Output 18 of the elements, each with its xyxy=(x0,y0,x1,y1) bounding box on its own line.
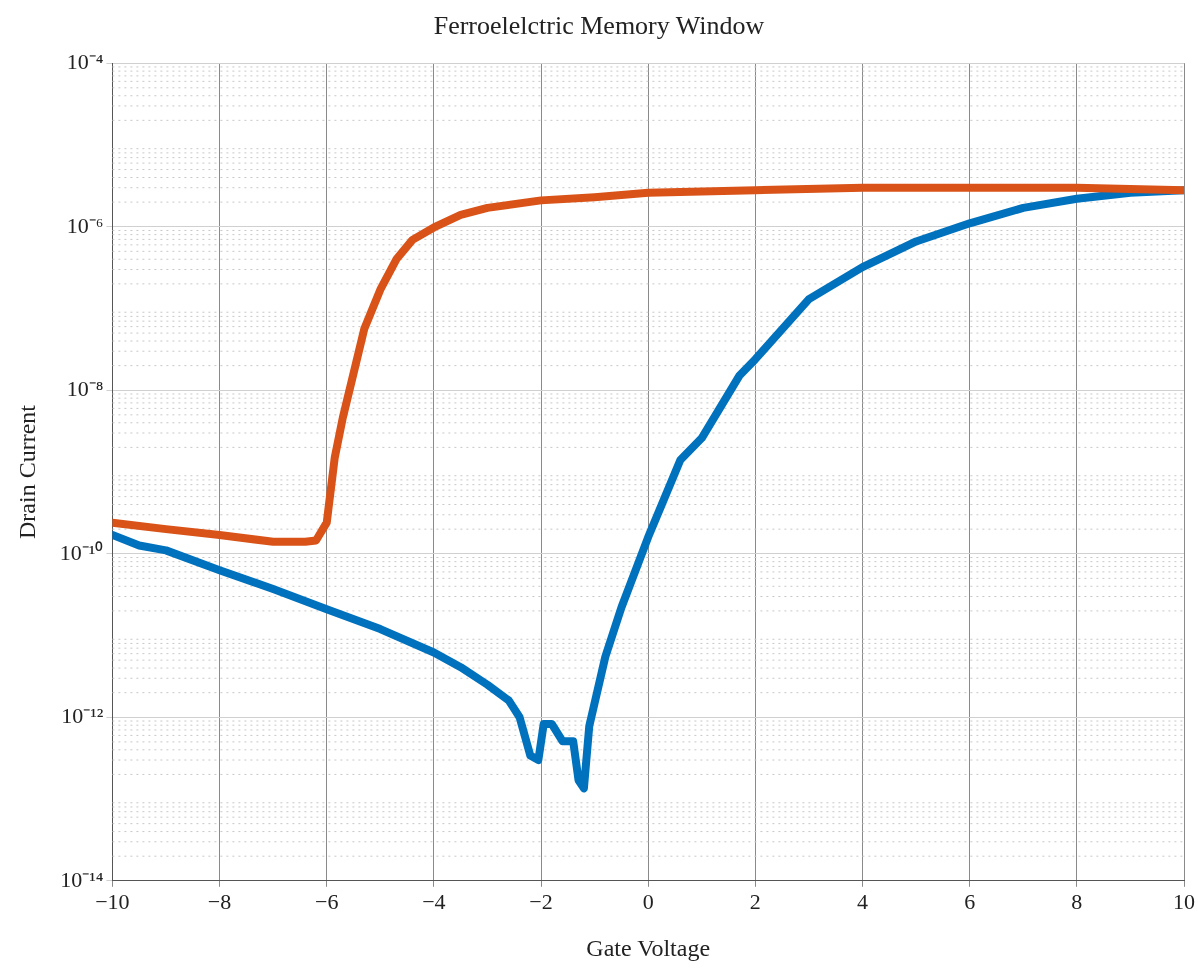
x-axis-title: Gate Voltage xyxy=(586,934,711,961)
x-tick-label: 0 xyxy=(642,888,654,914)
y-tick-label: 10⁻¹⁰ xyxy=(59,539,104,565)
x-tick-label: 8 xyxy=(1071,888,1083,914)
x-tick-label: −4 xyxy=(422,888,446,914)
x-tick-label: 10 xyxy=(1173,888,1195,914)
y-tick-label: 10⁻⁸ xyxy=(66,376,104,402)
x-tick-label: 4 xyxy=(857,888,869,914)
y-axis-title: Drain Current xyxy=(13,404,40,539)
x-tick-label: −6 xyxy=(315,888,339,914)
chart-title: Ferroelelctric Memory Window xyxy=(433,11,765,41)
x-tick-label: 6 xyxy=(964,888,976,914)
x-tick-label: −2 xyxy=(529,888,553,914)
x-tick-label: −8 xyxy=(207,888,232,914)
y-tick-label: 10⁻⁴ xyxy=(66,48,104,74)
y-tick-label: 10⁻⁶ xyxy=(66,212,104,238)
y-tick-label: 10⁻¹² xyxy=(61,703,104,729)
x-tick-label: 2 xyxy=(749,888,761,914)
